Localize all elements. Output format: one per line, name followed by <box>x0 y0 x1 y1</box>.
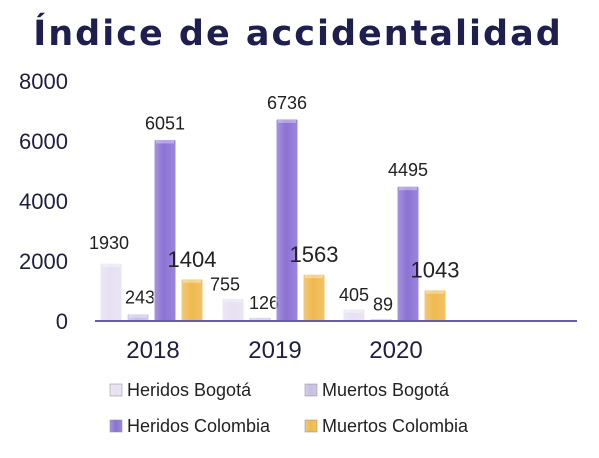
plot-area: 0 2000 4000 6000 8000 1930 243 6051 1404 2018 755 1… <box>19 69 577 364</box>
data-label: 243 <box>125 288 155 308</box>
legend-label: Muertos Colombia <box>322 416 469 436</box>
x-tick-label: 2018 <box>126 337 179 364</box>
data-label: 6736 <box>267 93 307 113</box>
bar-highlight <box>278 118 296 123</box>
y-tick-label: 0 <box>56 309 68 334</box>
data-label: 89 <box>373 294 393 314</box>
legend-swatch <box>109 383 123 397</box>
bar-highlight <box>251 317 269 322</box>
bar-highlight <box>129 313 147 318</box>
y-tick-label: 8000 <box>19 69 68 94</box>
data-label: 126 <box>249 293 279 313</box>
data-label: 4495 <box>388 160 428 180</box>
bar-muertos-colombia-2020 <box>423 289 447 322</box>
bar-highlight <box>426 289 444 294</box>
legend: Heridos Bogotá Muertos Bogotá Heridos Colo… <box>109 380 469 436</box>
legend-swatch <box>304 383 318 397</box>
legend-label: Heridos Colombia <box>127 416 271 436</box>
data-label: 1043 <box>411 258 460 283</box>
data-label: 1404 <box>168 247 217 272</box>
data-label: 1563 <box>290 242 339 267</box>
bar-muertos-colombia-2019 <box>302 273 326 322</box>
data-label: 405 <box>339 285 369 305</box>
x-tick-label: 2019 <box>248 337 301 364</box>
bar-highlight <box>305 274 323 279</box>
data-label: 6051 <box>145 113 185 133</box>
bar-highlight <box>156 139 174 144</box>
legend-label: Muertos Bogotá <box>322 380 450 400</box>
bar-muertos-colombia-2018 <box>180 278 204 322</box>
bar-highlight <box>399 186 417 191</box>
legend-swatch <box>109 419 123 433</box>
legend-label: Heridos Bogotá <box>127 380 252 400</box>
x-tick-label: 2020 <box>369 337 422 364</box>
data-label: 1930 <box>89 233 129 253</box>
legend-swatch <box>304 419 318 433</box>
data-label: 755 <box>210 274 240 294</box>
bar-heridos-bogota-2018 <box>99 262 123 322</box>
bar-highlight <box>102 263 120 268</box>
y-tick-label: 4000 <box>19 189 68 214</box>
y-tick-label: 6000 <box>19 129 68 154</box>
chart-title: Índice de accidentalidad <box>33 12 563 54</box>
bar-heridos-colombia-2019 <box>275 118 299 322</box>
bar-highlight <box>183 278 201 283</box>
bar-heridos-colombia-2020 <box>396 185 420 322</box>
bar-highlight <box>345 308 363 313</box>
y-tick-label: 2000 <box>19 249 68 274</box>
bar-heridos-colombia-2018 <box>153 138 177 322</box>
bar-highlight <box>224 298 242 303</box>
